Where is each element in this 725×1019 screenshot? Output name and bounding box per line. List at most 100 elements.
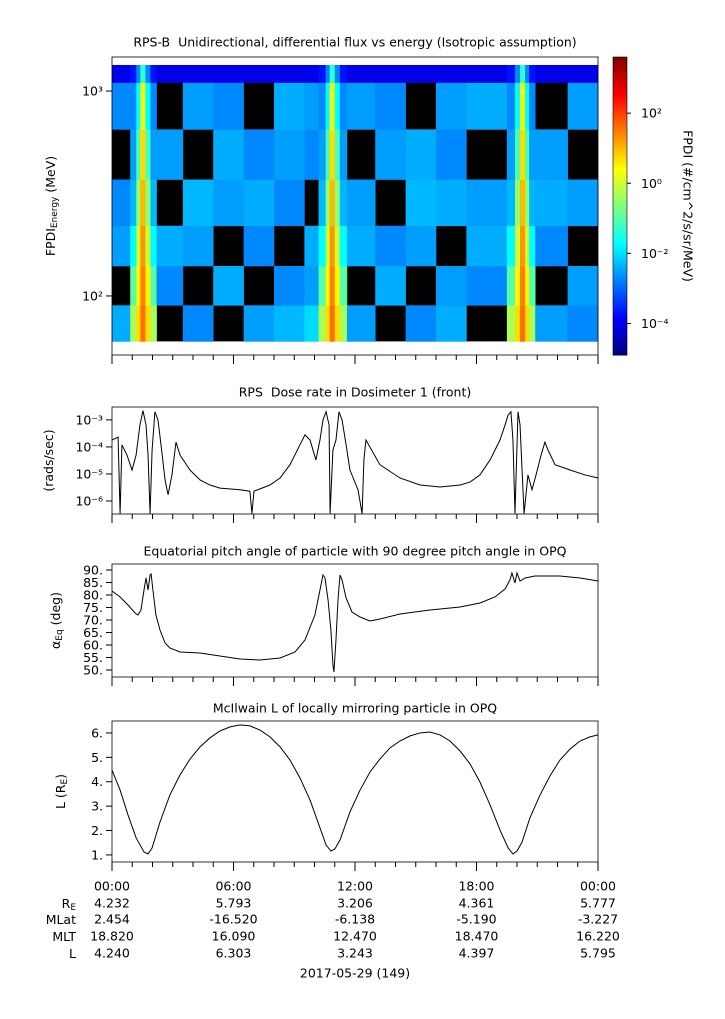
- heat-cell: [520, 129, 526, 180]
- colorbar-step: [613, 167, 627, 171]
- y-axis-label: L (RE): [53, 774, 71, 809]
- x-tick-label: 06:00: [215, 879, 251, 894]
- heat-cell: [304, 82, 319, 130]
- heat-cell: [514, 225, 521, 267]
- heat-cell: [130, 129, 137, 180]
- y-axis-label-part: (deg): [48, 592, 63, 629]
- colorbar-step: [613, 134, 627, 138]
- colorbar-step: [613, 62, 627, 67]
- y-tick-label: 10⁻⁵: [75, 466, 103, 481]
- colorbar-step: [613, 340, 627, 344]
- heat-cell: [405, 64, 437, 83]
- y-axis-label-part: (MeV): [43, 156, 58, 197]
- colorbar-step: [613, 337, 627, 341]
- y-axis-label: (rads/sec): [41, 429, 56, 491]
- colorbar-step: [613, 59, 627, 64]
- heat-cell: [514, 129, 521, 180]
- heat-cell: [130, 82, 137, 130]
- ephemeris-value: -6.138: [335, 912, 375, 927]
- ephemeris-value: 5.793: [216, 896, 252, 911]
- heat-cell: [506, 179, 516, 227]
- colorbar-tick-label: 10⁻²: [641, 246, 669, 261]
- ephemeris-label-part: MLat: [46, 912, 76, 927]
- ephemeris-value: 12.470: [333, 929, 377, 944]
- colorbar-step: [613, 343, 627, 347]
- colorbar-step: [613, 206, 627, 210]
- x-tick-label: 00:00: [580, 879, 616, 894]
- data-line: [111, 724, 599, 855]
- colorbar-step: [613, 271, 627, 276]
- heat-cell: [213, 129, 244, 180]
- heat-cell: [329, 305, 336, 342]
- heat-cell: [520, 64, 526, 83]
- heat-cell: [567, 305, 599, 342]
- heat-cell: [304, 266, 319, 306]
- heat-cell: [567, 64, 599, 83]
- heat-cell: [375, 64, 406, 83]
- data-line: [111, 410, 599, 514]
- heat-cell: [339, 179, 348, 227]
- heat-cell: [243, 305, 275, 342]
- colorbar-step: [613, 247, 627, 252]
- heat-cell: [213, 179, 244, 227]
- panel-title: McIlwain L of locally mirroring particle…: [213, 701, 497, 716]
- heat-cell: [466, 225, 508, 267]
- heat-cell: [525, 64, 530, 83]
- date-label: 2017-05-29 (149): [300, 966, 410, 981]
- heat-cell: [140, 129, 146, 180]
- colorbar-step: [613, 140, 627, 144]
- heat-cell: [329, 82, 336, 130]
- heat-cell: [145, 266, 151, 306]
- heat-cell: [325, 305, 330, 342]
- y-tick-label: 80.: [83, 588, 103, 603]
- heat-cell: [136, 266, 141, 306]
- heat-cell: [140, 82, 146, 130]
- heat-cell: [182, 179, 214, 227]
- colorbar-tick-label: 10⁰: [641, 176, 662, 191]
- heat-cell: [535, 225, 568, 267]
- ephemeris-value: 5.795: [580, 946, 616, 961]
- heat-cell: [506, 225, 516, 267]
- y-axis-label-part: Energy: [50, 196, 60, 228]
- heat-cell: [346, 64, 376, 83]
- heat-cell: [325, 225, 330, 267]
- colorbar-step: [613, 149, 627, 153]
- heat-cell: [136, 305, 141, 342]
- heat-cell: [334, 64, 341, 83]
- colorbar-step: [613, 191, 627, 195]
- colorbar-step: [613, 164, 627, 168]
- heat-cell: [405, 225, 437, 267]
- y-tick-label: 10²: [82, 288, 103, 303]
- heat-cell: [329, 266, 336, 306]
- colorbar-step: [613, 182, 627, 186]
- heat-cell: [136, 129, 141, 180]
- heat-cell: [182, 305, 214, 342]
- colorbar-step: [613, 119, 627, 124]
- heat-cell: [506, 82, 516, 130]
- heat-cell: [334, 82, 341, 130]
- colorbar-step: [613, 146, 627, 150]
- heat-cell: [274, 305, 305, 342]
- y-tick-label: 1.: [91, 847, 103, 862]
- heat-cell: [506, 64, 516, 83]
- heat-cell: [325, 179, 330, 227]
- heat-cell: [346, 225, 376, 267]
- heat-cell: [436, 129, 467, 180]
- colorbar-step: [613, 107, 627, 112]
- heat-cell: [375, 82, 406, 130]
- heat-cell: [529, 179, 536, 227]
- ephemeris-label: MLT: [52, 929, 76, 944]
- colorbar-step: [613, 95, 627, 100]
- heat-cell: [334, 305, 341, 342]
- heat-cell: [213, 266, 244, 306]
- ephemeris-label-part: MLT: [52, 929, 76, 944]
- heat-cell: [346, 179, 376, 227]
- heat-cell: [145, 305, 151, 342]
- y-axis-label-part: L (R: [53, 784, 68, 809]
- heat-cell: [346, 305, 376, 342]
- colorbar-step: [613, 89, 627, 94]
- colorbar-step: [613, 158, 627, 162]
- heat-cell: [274, 266, 305, 306]
- heat-cell: [318, 179, 326, 227]
- heat-cell: [567, 82, 599, 130]
